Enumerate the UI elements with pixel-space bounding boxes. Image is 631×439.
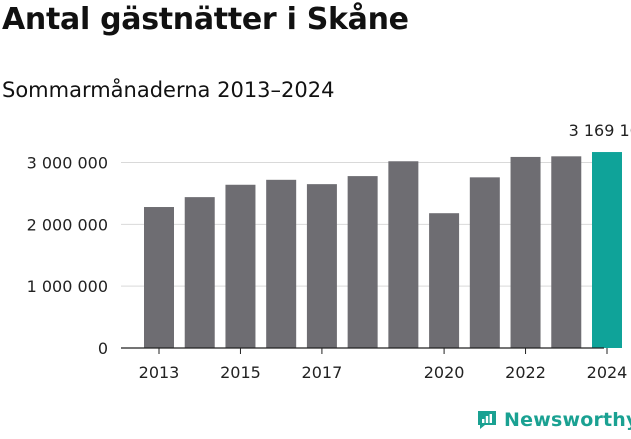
bar-chart: 0 1 000 000 2 000 000 3 000 000 2013 2015 2017… <box>27 121 631 382</box>
x-tick-label: 2022 <box>505 363 546 382</box>
bar-2021 <box>469 177 500 348</box>
y-tick-label: 2 000 000 <box>27 215 108 234</box>
bar-2020 <box>429 213 460 348</box>
x-tick-label: 2015 <box>220 363 261 382</box>
brand-logo: Newsworthy <box>476 409 631 431</box>
bar-2022 <box>510 156 541 348</box>
bar-2015 <box>225 184 256 348</box>
bar-2018 <box>347 176 378 348</box>
bar-2019 <box>388 161 419 348</box>
chart-subtitle: Sommarmånaderna 2013–2024 <box>2 78 335 102</box>
bar-2016 <box>266 179 297 348</box>
bar-2014 <box>184 197 215 348</box>
x-tick-label: 2017 <box>302 363 343 382</box>
bar-2024 <box>592 152 622 348</box>
brand-name: Newsworthy <box>504 409 631 431</box>
x-tick-label: 2013 <box>139 363 180 382</box>
y-tick-label: 1 000 000 <box>27 277 108 296</box>
x-tick-label: 2020 <box>424 363 465 382</box>
chart-title: Antal gästnätter i Skåne <box>2 2 409 37</box>
x-tick-label: 2024 <box>587 363 628 382</box>
bar-2023 <box>551 156 582 348</box>
newsworthy-logo-icon <box>478 411 496 429</box>
y-tick-label: 3 000 000 <box>27 154 108 173</box>
bar-2017 <box>306 184 337 348</box>
y-tick-label: 0 <box>98 339 108 358</box>
bar-2013 <box>144 207 174 348</box>
data-label-2024: 3 169 163 <box>569 121 631 140</box>
